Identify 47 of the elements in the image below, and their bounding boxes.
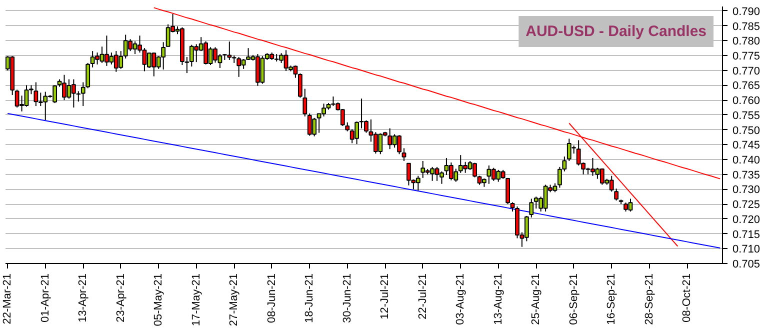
y-tick-label: 0.785 xyxy=(732,20,760,33)
x-tick-label: 28-Sep-21 xyxy=(643,273,656,325)
x-tick-label: 18-Jun-21 xyxy=(304,273,316,324)
y-tick-label: 0.760 xyxy=(732,95,760,108)
line-series xyxy=(7,112,721,249)
x-tick-label: 16-Sep-21 xyxy=(606,273,618,325)
x-tick-label: 25-Aug-21 xyxy=(530,273,542,325)
x-tick-label: 13-Aug-21 xyxy=(492,273,504,325)
candlestick xyxy=(529,198,534,218)
x-tick-label: 12-Jul-21 xyxy=(379,274,392,320)
y-tick-label: 0.705 xyxy=(732,258,760,270)
candlestick xyxy=(614,188,619,202)
y-tick-label: 0.730 xyxy=(732,184,760,196)
x-tick-label: 01-Apr-21 xyxy=(39,273,52,322)
candlestick xyxy=(302,88,308,117)
candlestick xyxy=(402,148,406,162)
x-tick-label: 08-Oct-21 xyxy=(681,273,694,322)
x-tick-label: 17-May-21 xyxy=(190,274,202,326)
x-tick-label: 27-May-21 xyxy=(228,274,240,326)
candlestick xyxy=(86,62,90,89)
candlestick xyxy=(80,82,86,107)
y-tick-label: 0.755 xyxy=(732,110,760,122)
text: AUD-USD - Daily Candles xyxy=(526,23,707,40)
y-tick-label: 0.765 xyxy=(732,80,760,92)
y-tick-label: 0.720 xyxy=(732,214,760,226)
x-tick-label: 05-May-21 xyxy=(152,274,165,326)
x-tick-label: 08-Jun-21 xyxy=(266,273,278,324)
y-tick-label: 0.770 xyxy=(732,65,760,78)
y-tick-label: 0.740 xyxy=(732,154,760,167)
y-tick-label: 0.790 xyxy=(732,6,760,18)
y-tick-label: 0.775 xyxy=(732,50,760,63)
x-tick-label: 23-Apr-21 xyxy=(114,273,127,322)
y-tick-label: 0.780 xyxy=(732,36,760,48)
candlestick xyxy=(524,215,529,242)
y-tick-label: 0.710 xyxy=(732,244,760,256)
y-tick-label: 0.725 xyxy=(732,199,760,212)
x-tick-label: 03-Aug-21 xyxy=(454,273,467,325)
x-tick-label: 06-Sep-21 xyxy=(568,273,580,325)
x-tick-label: 13-Apr-21 xyxy=(77,273,90,322)
y-tick-label: 0.735 xyxy=(732,169,760,182)
x-tick-label: 22-Jul-21 xyxy=(416,274,429,320)
y-tick-label: 0.745 xyxy=(732,140,760,152)
y-tick-label: 0.715 xyxy=(732,228,760,241)
x-tick-label: 30-Jun-21 xyxy=(341,273,354,324)
x-tick-label: 22-Mar-21 xyxy=(2,273,14,324)
y-tick-label: 0.750 xyxy=(732,124,760,137)
candlestick xyxy=(510,202,515,212)
